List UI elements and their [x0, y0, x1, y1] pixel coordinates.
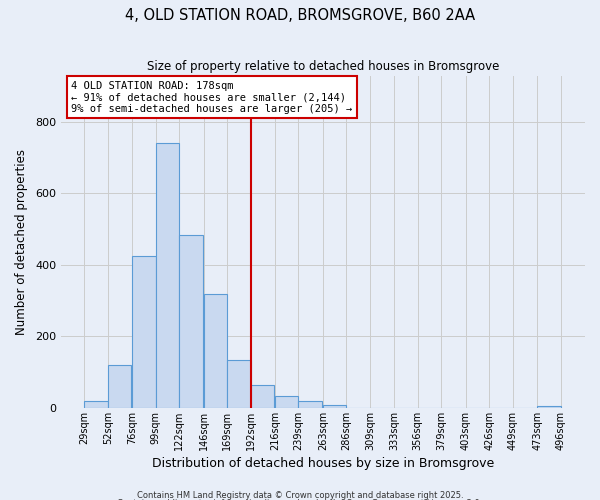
Text: 4 OLD STATION ROAD: 178sqm
← 91% of detached houses are smaller (2,144)
9% of se: 4 OLD STATION ROAD: 178sqm ← 91% of deta… [71, 80, 353, 114]
Bar [203, 294, 227, 408]
Bar [298, 402, 322, 408]
Bar [323, 405, 346, 408]
X-axis label: Distribution of detached houses by size in Bromsgrove: Distribution of detached houses by size … [152, 457, 494, 470]
Bar [227, 360, 251, 408]
Text: Contains HM Land Registry data © Crown copyright and database right 2025.: Contains HM Land Registry data © Crown c… [137, 490, 463, 500]
Bar [133, 256, 156, 408]
Bar [537, 406, 560, 408]
Bar [251, 384, 274, 408]
Bar [108, 365, 131, 408]
Bar [275, 396, 298, 408]
Y-axis label: Number of detached properties: Number of detached properties [15, 148, 28, 334]
Bar [85, 401, 108, 408]
Title: Size of property relative to detached houses in Bromsgrove: Size of property relative to detached ho… [147, 60, 499, 73]
Bar [156, 144, 179, 408]
Bar [179, 234, 203, 408]
Text: 4, OLD STATION ROAD, BROMSGROVE, B60 2AA: 4, OLD STATION ROAD, BROMSGROVE, B60 2AA [125, 8, 475, 22]
